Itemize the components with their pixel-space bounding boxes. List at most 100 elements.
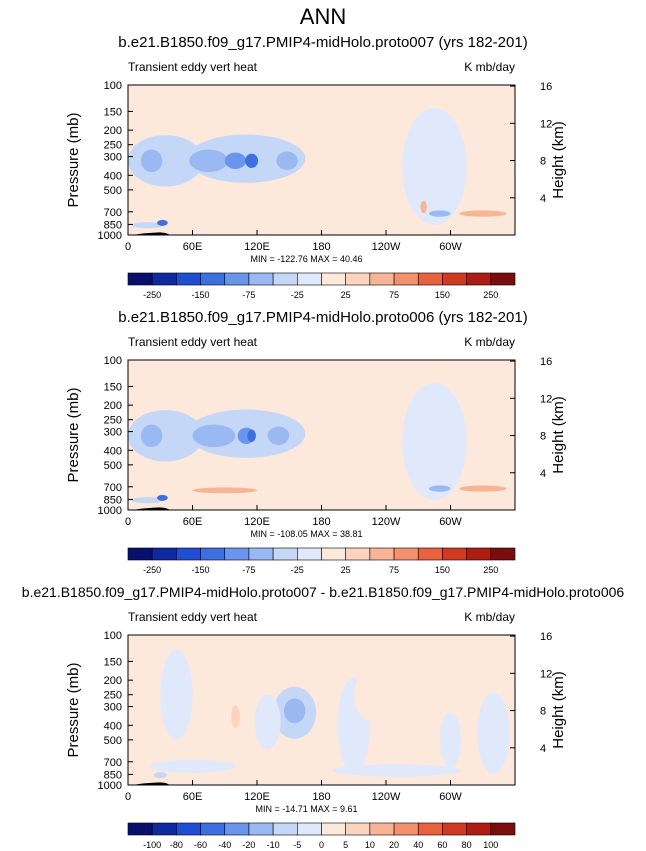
units-label: K mb/day bbox=[464, 60, 515, 74]
contour-region bbox=[459, 210, 507, 217]
colorbar-swatch bbox=[321, 547, 346, 561]
colorbar-swatch bbox=[466, 272, 492, 286]
y-axis-label: Pressure (mb) bbox=[65, 662, 82, 757]
colorbar-label: -250 bbox=[143, 290, 161, 300]
colorbar-swatch bbox=[345, 822, 371, 836]
colorbar-label: -40 bbox=[218, 840, 231, 850]
height-tick-label: 12 bbox=[540, 668, 552, 680]
colorbar-label: -80 bbox=[170, 840, 183, 850]
colorbar-label: 5 bbox=[343, 840, 348, 850]
colorbar-label: 20 bbox=[389, 840, 399, 850]
x-tick-label: 60W bbox=[439, 241, 462, 253]
y-tick-label: 300 bbox=[104, 702, 122, 714]
contour-region bbox=[245, 153, 259, 168]
units-label: K mb/day bbox=[464, 610, 515, 624]
x-tick-label: 120E bbox=[244, 241, 270, 253]
contour-field bbox=[128, 85, 515, 235]
contour-region bbox=[128, 135, 204, 187]
colorbar-swatch bbox=[176, 272, 201, 286]
y-tick-label: 150 bbox=[104, 106, 122, 118]
contour-region bbox=[149, 759, 236, 773]
contour-region bbox=[254, 694, 281, 750]
colorbar-label: -25 bbox=[291, 290, 304, 300]
colorbar-swatch bbox=[224, 547, 250, 561]
x-tick-label: 120E bbox=[244, 516, 270, 528]
height-tick-label: 12 bbox=[540, 118, 552, 130]
colorbar-label: -5 bbox=[293, 840, 301, 850]
colorbar-swatch bbox=[369, 822, 395, 836]
colorbar-swatch bbox=[417, 272, 443, 286]
colorbar-swatch bbox=[490, 547, 516, 561]
x-tick-label: 60W bbox=[439, 516, 462, 528]
colorbar-label: 25 bbox=[341, 290, 351, 300]
y-tick-label: 500 bbox=[104, 735, 122, 747]
colorbar-swatch bbox=[272, 822, 298, 836]
colorbar-swatch bbox=[248, 547, 274, 561]
contour-region bbox=[189, 149, 228, 173]
colorbar-swatch bbox=[442, 272, 467, 286]
y-tick-label: 850 bbox=[104, 769, 122, 781]
colorbar-swatch bbox=[151, 547, 177, 561]
height-tick-label: 16 bbox=[540, 631, 552, 643]
colorbar-swatch bbox=[417, 822, 443, 836]
colorbar-label: -150 bbox=[192, 290, 210, 300]
colorbar-label: -10 bbox=[267, 840, 280, 850]
colorbar-swatch bbox=[151, 822, 177, 836]
colorbar-label: 150 bbox=[435, 565, 450, 575]
colorbar-label: 75 bbox=[389, 565, 399, 575]
panels: b.e21.B1850.f09_g17.PMIP4-midHolo.proto0… bbox=[22, 34, 625, 850]
y-tick-label: 700 bbox=[104, 482, 122, 494]
colorbar-swatch bbox=[417, 547, 443, 561]
contour-region bbox=[283, 698, 306, 724]
units-label: K mb/day bbox=[464, 335, 515, 349]
height-tick-label: 4 bbox=[540, 743, 546, 755]
y-tick-label: 300 bbox=[104, 152, 122, 164]
colorbar-swatch bbox=[151, 272, 177, 286]
y-tick-label: 200 bbox=[104, 125, 122, 137]
topography bbox=[133, 782, 174, 785]
contour-field bbox=[128, 635, 515, 785]
y-tick-label: 250 bbox=[104, 415, 122, 427]
contour-region bbox=[429, 210, 451, 217]
contour-region bbox=[459, 485, 507, 492]
colorbar-swatch bbox=[369, 272, 395, 286]
y-tick-label: 700 bbox=[104, 207, 122, 219]
colorbar-swatch bbox=[393, 822, 419, 836]
contour-region bbox=[353, 667, 397, 723]
colorbar-label: 250 bbox=[483, 290, 498, 300]
y-tick-label: 700 bbox=[104, 757, 122, 769]
contour-region bbox=[140, 424, 163, 448]
colorbar-label: 80 bbox=[462, 840, 472, 850]
colorbar-label: 25 bbox=[341, 565, 351, 575]
chart-panel-2: b.e21.B1850.f09_g17.PMIP4-midHolo.proto0… bbox=[65, 309, 567, 575]
contour-region bbox=[402, 383, 467, 500]
figure-title: ANN bbox=[300, 4, 346, 29]
x-tick-label: 60E bbox=[183, 791, 203, 803]
contour-region bbox=[247, 429, 256, 442]
colorbar-swatch bbox=[321, 822, 346, 836]
colorbar-swatch bbox=[248, 822, 274, 836]
colorbar-label: 0 bbox=[319, 840, 324, 850]
y-tick-label: 500 bbox=[104, 460, 122, 472]
colorbar-swatch bbox=[272, 272, 298, 286]
colorbar-swatch bbox=[466, 547, 492, 561]
colorbar-label: 150 bbox=[435, 290, 450, 300]
contour-region bbox=[429, 485, 451, 492]
colorbar-swatch bbox=[321, 272, 346, 286]
y-tick-label: 250 bbox=[104, 140, 122, 152]
y-axis-label-right: Height (km) bbox=[550, 121, 567, 199]
contour-region bbox=[192, 487, 257, 494]
y-tick-label: 1000 bbox=[98, 780, 122, 792]
y-axis-label: Pressure (mb) bbox=[65, 387, 82, 482]
x-tick-label: 180 bbox=[312, 791, 330, 803]
left-label: Transient eddy vert heat bbox=[128, 60, 258, 74]
contour-region bbox=[192, 424, 236, 448]
colorbar-label: -150 bbox=[192, 565, 210, 575]
y-tick-label: 250 bbox=[104, 690, 122, 702]
colorbar-swatch bbox=[466, 822, 492, 836]
y-tick-label: 1000 bbox=[98, 505, 122, 517]
y-axis-label: Pressure (mb) bbox=[65, 112, 82, 207]
colorbar-swatch bbox=[490, 822, 516, 836]
y-tick-label: 500 bbox=[104, 185, 122, 197]
